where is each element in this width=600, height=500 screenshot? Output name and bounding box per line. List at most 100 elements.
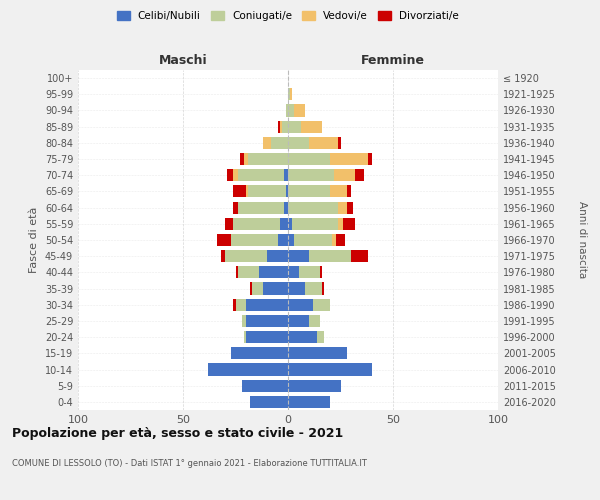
Bar (288, 348, 347, 360)
Bar (246, 298, 288, 311)
Bar (284, 202, 288, 213)
Bar (301, 120, 322, 132)
Bar (330, 186, 347, 198)
Bar (338, 218, 343, 230)
Bar (225, 250, 267, 262)
Bar (246, 186, 248, 198)
Bar (290, 88, 292, 101)
Bar (233, 202, 238, 213)
Bar (238, 169, 284, 181)
Bar (288, 104, 295, 117)
Bar (334, 169, 355, 181)
Bar (280, 120, 282, 132)
Bar (322, 282, 324, 294)
Bar (233, 218, 280, 230)
Bar (288, 218, 292, 230)
Bar (347, 186, 351, 198)
Bar (259, 266, 288, 278)
Legend: Celibi/Nubili, Coniugati/e, Vedovi/e, Divorziati/e: Celibi/Nubili, Coniugati/e, Vedovi/e, Di… (114, 8, 462, 24)
Bar (248, 186, 286, 198)
Bar (232, 234, 277, 246)
Bar (235, 266, 238, 278)
Bar (337, 234, 344, 246)
Bar (271, 137, 288, 149)
Bar (351, 250, 368, 262)
Bar (253, 282, 263, 294)
Bar (313, 298, 330, 311)
Bar (292, 218, 338, 230)
Bar (233, 169, 238, 181)
Bar (288, 186, 330, 198)
Bar (288, 137, 309, 149)
Bar (332, 234, 337, 246)
Bar (250, 282, 252, 294)
Bar (317, 331, 324, 343)
Bar (250, 396, 288, 408)
Text: COMUNE DI LESSOLO (TO) - Dati ISTAT 1° gennaio 2021 - Elaborazione TUTTITALIA.IT: COMUNE DI LESSOLO (TO) - Dati ISTAT 1° g… (12, 459, 367, 468)
Bar (288, 282, 305, 294)
Bar (233, 186, 246, 198)
Bar (288, 331, 317, 343)
Bar (288, 250, 309, 262)
Bar (208, 364, 288, 376)
Bar (246, 331, 288, 343)
Bar (288, 266, 299, 278)
Text: Anni di nascita: Anni di nascita (577, 202, 587, 278)
Bar (277, 234, 288, 246)
Bar (225, 218, 233, 230)
Bar (221, 250, 225, 262)
Bar (288, 202, 338, 213)
Bar (347, 202, 353, 213)
Bar (288, 169, 334, 181)
Bar (288, 364, 372, 376)
Bar (238, 266, 259, 278)
Bar (309, 315, 320, 327)
Bar (288, 298, 313, 311)
Bar (288, 234, 295, 246)
Bar (288, 396, 330, 408)
Bar (280, 218, 288, 230)
Bar (217, 234, 232, 246)
Text: Femmine: Femmine (361, 54, 425, 67)
Bar (238, 202, 284, 213)
Bar (240, 153, 244, 165)
Bar (288, 315, 309, 327)
Bar (284, 169, 288, 181)
Bar (299, 266, 320, 278)
Bar (248, 153, 288, 165)
Bar (263, 282, 288, 294)
Bar (246, 315, 288, 327)
Bar (288, 120, 301, 132)
Bar (368, 153, 372, 165)
Bar (232, 348, 288, 360)
Bar (282, 120, 288, 132)
Bar (338, 202, 347, 213)
Bar (320, 266, 322, 278)
Bar (355, 169, 364, 181)
Bar (288, 380, 341, 392)
Bar (277, 120, 280, 132)
Bar (244, 153, 248, 165)
Text: Maschi: Maschi (158, 54, 208, 67)
Bar (309, 250, 351, 262)
Y-axis label: Fasce di età: Fasce di età (29, 207, 39, 273)
Bar (242, 315, 246, 327)
Bar (286, 104, 288, 117)
Bar (233, 298, 235, 311)
Bar (288, 88, 290, 101)
Bar (330, 153, 368, 165)
Bar (343, 218, 355, 230)
Bar (286, 186, 288, 198)
Text: Popolazione per età, sesso e stato civile - 2021: Popolazione per età, sesso e stato civil… (12, 428, 343, 440)
Bar (338, 137, 341, 149)
Bar (263, 137, 271, 149)
Bar (235, 298, 246, 311)
Bar (295, 234, 332, 246)
Bar (305, 282, 322, 294)
Bar (242, 380, 288, 392)
Bar (288, 153, 330, 165)
Bar (295, 104, 305, 117)
Bar (309, 137, 338, 149)
Bar (244, 331, 246, 343)
Bar (227, 169, 233, 181)
